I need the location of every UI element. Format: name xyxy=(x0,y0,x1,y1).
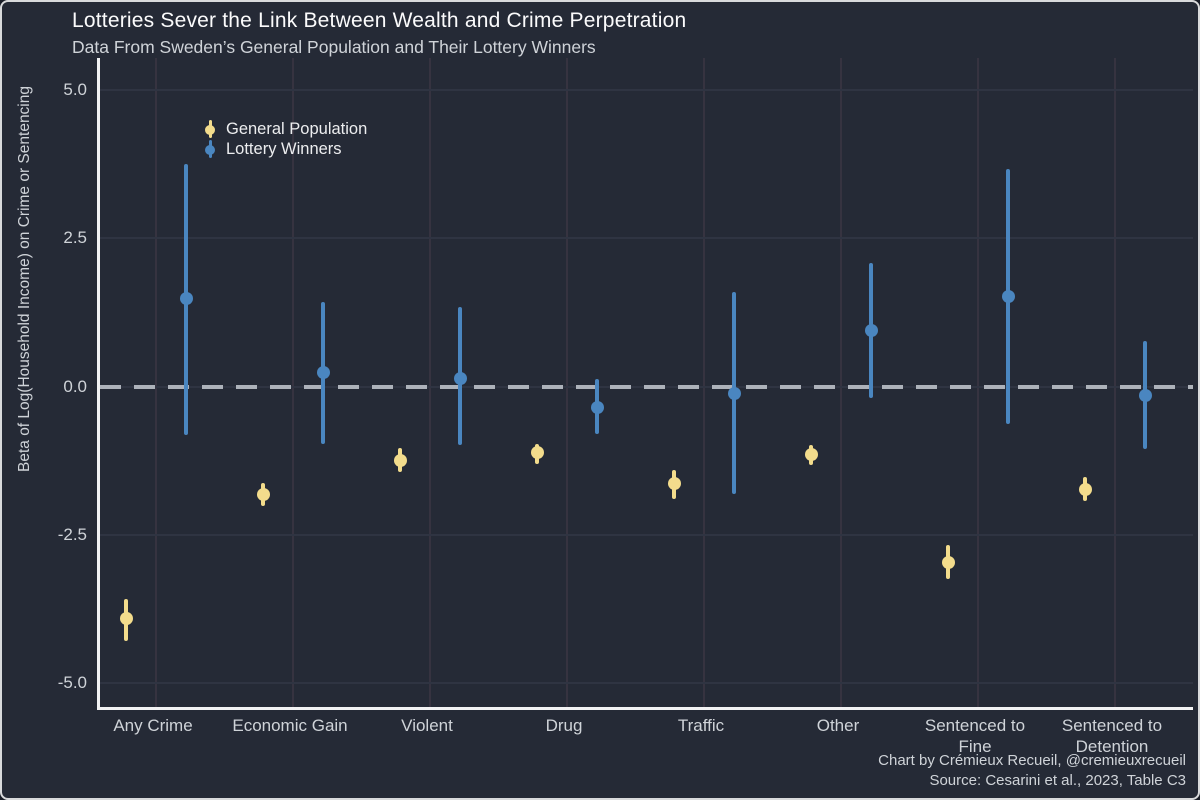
gridline-horizontal xyxy=(100,237,1193,240)
point-estimate-dot-lottery-winners xyxy=(1138,388,1152,402)
gridline-vertical xyxy=(155,58,157,707)
gridline-vertical xyxy=(977,58,979,707)
pointrange-marker-icon xyxy=(203,120,217,138)
point-estimate-dot-lottery-winners xyxy=(864,324,878,338)
point-estimate-dot-general-population xyxy=(530,446,544,460)
point-estimate-dot-general-population xyxy=(1078,482,1092,496)
y-tick-label: 5.0 xyxy=(63,80,87,99)
point-estimate-dot-general-population xyxy=(667,477,681,491)
caption-author: Chart by Crémieux Recueil, @cremieuxrecu… xyxy=(878,752,1186,769)
point-estimate-dot-lottery-winners xyxy=(316,366,330,380)
legend-label: General Population xyxy=(226,119,368,138)
legend-item: General Population xyxy=(203,119,367,139)
gridline-vertical xyxy=(703,58,705,707)
gridline-vertical xyxy=(429,58,431,707)
x-category-label: Economic Gain xyxy=(232,716,348,735)
y-tick-label: 0.0 xyxy=(63,376,87,396)
x-category-label: Drug xyxy=(545,716,583,735)
pointrange-marker-icon xyxy=(203,140,217,158)
x-category-label: Any Crime xyxy=(113,716,193,735)
point-estimate-dot-lottery-winners xyxy=(453,371,467,385)
x-category-label: Sentenced to Fine xyxy=(924,716,1026,756)
x-category-label: Other xyxy=(816,716,860,735)
caption-source: Source: Cesarini et al., 2023, Table C3 xyxy=(929,772,1186,789)
point-estimate-dot-lottery-winners xyxy=(727,386,741,400)
plot-panel: General Population Lottery Winners xyxy=(97,58,1193,710)
point-estimate-dot-lottery-winners xyxy=(1001,289,1015,303)
point-estimate-dot-general-population xyxy=(941,555,955,569)
legend-item: Lottery Winners xyxy=(203,139,367,159)
zero-reference-dashed-line xyxy=(100,384,1193,389)
x-category-label: Sentenced to Detention xyxy=(1061,716,1163,756)
gridline-vertical xyxy=(840,58,842,707)
point-estimate-dot-general-population xyxy=(256,487,270,501)
gridline-vertical xyxy=(292,58,294,707)
point-estimate-dot-general-population xyxy=(393,453,407,467)
point-estimate-dot-general-population xyxy=(119,612,133,626)
gridline-vertical xyxy=(566,58,568,707)
chart-subtitle: Data From Sweden’s General Population an… xyxy=(72,37,596,57)
y-tick-label: 2.5 xyxy=(63,228,87,248)
y-axis-title: Beta of Log(Household Income) on Crime o… xyxy=(16,86,33,472)
chart-title: Lotteries Sever the Link Between Wealth … xyxy=(72,9,687,32)
y-tick-label: -5.0 xyxy=(57,673,87,692)
legend-label: Lottery Winners xyxy=(226,139,342,158)
gridline-vertical xyxy=(1114,58,1116,707)
legend: General Population Lottery Winners xyxy=(203,119,367,159)
gridline-horizontal xyxy=(100,89,1193,91)
x-category-label: Traffic xyxy=(677,716,725,735)
point-estimate-dot-general-population xyxy=(804,448,818,462)
x-category-label: Violent xyxy=(401,716,453,735)
gridline-horizontal xyxy=(100,533,1193,536)
point-estimate-dot-lottery-winners xyxy=(179,292,193,306)
y-tick-label: -2.5 xyxy=(57,524,87,544)
gridline-horizontal xyxy=(100,682,1193,684)
point-estimate-dot-lottery-winners xyxy=(590,400,604,414)
